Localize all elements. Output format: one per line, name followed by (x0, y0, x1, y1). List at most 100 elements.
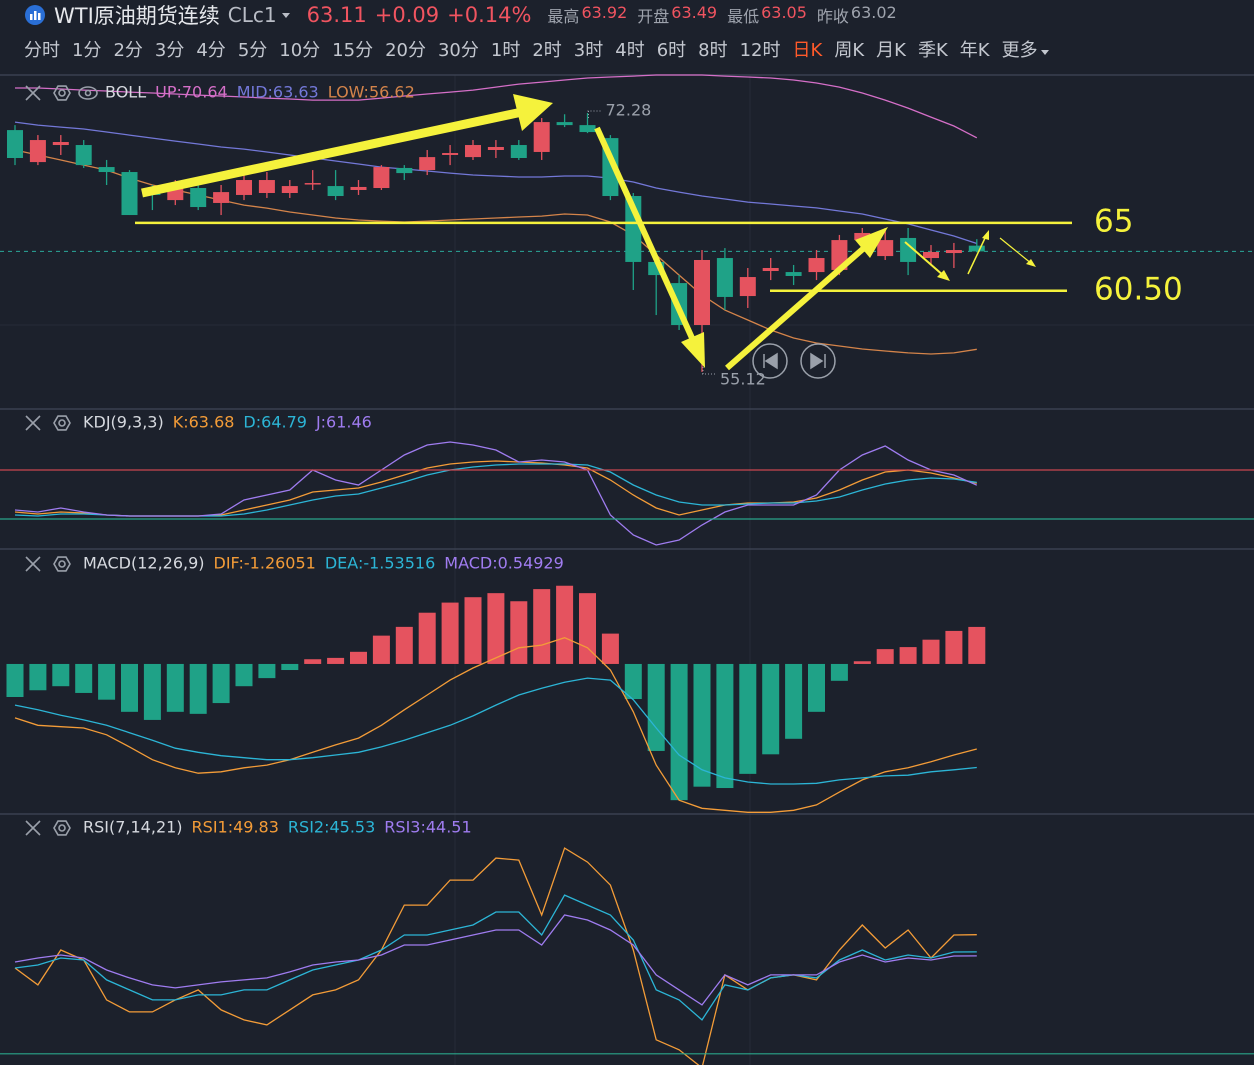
macd-bar (487, 593, 505, 664)
dropdown-caret[interactable] (281, 11, 291, 19)
macd-bar (533, 589, 551, 664)
separators (0, 74, 1254, 815)
period-tab[interactable]: 8时 (698, 40, 728, 61)
period-tab[interactable]: 12时 (739, 40, 781, 61)
level-label: 60.50 (1094, 271, 1183, 307)
macd-bar (212, 663, 230, 704)
legend-entry: LOW:56.62 (328, 83, 415, 102)
candle-body (945, 250, 962, 254)
settings-icon[interactable] (53, 85, 71, 101)
legend-entry: UP:70.64 (155, 83, 228, 102)
candle-body (373, 167, 390, 189)
period-tab[interactable]: 更多 (996, 36, 1056, 62)
period-tab[interactable]: 季K (917, 40, 948, 61)
candle-body (258, 180, 275, 194)
period-tab[interactable]: 6时 (656, 40, 687, 61)
candle-body (442, 153, 459, 155)
period-tab[interactable]: 30分 (437, 40, 479, 61)
candle-body (75, 145, 92, 166)
macd-bar (601, 633, 619, 664)
candle-body (465, 145, 481, 158)
visibility-icon[interactable] (78, 86, 98, 100)
macd-bar (166, 663, 184, 712)
legend-entry: MID:63.63 (237, 83, 319, 102)
period-tab[interactable]: 2分 (113, 40, 143, 61)
close-icon[interactable] (25, 85, 41, 101)
candle-body (419, 157, 436, 171)
settings-icon[interactable] (53, 820, 71, 836)
macd-bar (945, 630, 963, 664)
icon-stroke (84, 89, 92, 97)
period-tab[interactable]: 4时 (615, 40, 645, 61)
candle-body (877, 240, 894, 257)
indicator-line (14, 637, 977, 813)
period-tab[interactable]: 1时 (490, 40, 521, 61)
period-tab[interactable]: 2时 (532, 40, 562, 61)
period-tab[interactable]: 周K (834, 40, 865, 61)
macd-bar (29, 663, 47, 691)
macd-bar (510, 601, 528, 664)
candle-body (304, 183, 321, 185)
trend-arrow (141, 107, 523, 198)
macd-bar (98, 663, 116, 700)
period-tab[interactable]: 年K (959, 40, 990, 61)
macd-bar (189, 663, 207, 714)
legend-entry: MACD:0.54929 (444, 554, 564, 573)
icon-stroke (58, 824, 66, 832)
stat-value: 63.05 (761, 3, 807, 22)
period-tab[interactable]: 日K (792, 40, 823, 61)
level-label: 65 (1094, 203, 1133, 239)
macd-bar (235, 663, 253, 687)
period-tabs: 分时 1分 2分 3分 4分 5分 10分 15分 20分 30分 1时 2时 3时 4时 6时 8时 12时日… (18, 36, 1056, 62)
icon-stroke (25, 415, 41, 431)
candle-body (923, 251, 939, 259)
candle-body (762, 267, 779, 272)
indicator-title: BOLL (105, 83, 146, 102)
indicator-title: MACD(12,26,9) (83, 554, 205, 573)
trend-arrow (967, 235, 987, 275)
macd-bar (899, 647, 917, 664)
candle-body (327, 186, 344, 197)
stat-value: 63.02 (850, 3, 897, 22)
period-tab[interactable]: 20分 (385, 40, 426, 61)
stat-label: 开盘 (637, 7, 670, 26)
stat-value: 63.49 (671, 3, 718, 22)
indicator-line (14, 894, 977, 1021)
plots (0, 74, 1254, 1065)
close-icon[interactable] (25, 556, 41, 572)
symbol-code[interactable]: CLc1 (227, 3, 277, 27)
candle-body (716, 258, 733, 297)
period-tab[interactable]: 3分 (154, 40, 185, 61)
icon-stroke (53, 85, 71, 101)
macd-bar (876, 649, 894, 664)
period-tab[interactable]: 15分 (332, 40, 374, 61)
more-caret[interactable] (1040, 48, 1050, 56)
period-tab[interactable]: 4分 (196, 40, 226, 61)
close-icon[interactable] (25, 820, 41, 836)
close-icon[interactable] (25, 415, 41, 431)
settings-icon[interactable] (53, 415, 71, 431)
next-button[interactable] (800, 343, 836, 379)
candle-body (785, 272, 802, 276)
macd-bar (739, 663, 757, 774)
icon-stroke (58, 560, 66, 568)
macd-bar (647, 663, 665, 751)
settings-icon[interactable] (53, 556, 71, 572)
period-tab[interactable]: 10分 (279, 40, 321, 61)
extreme-label: 72.28 (606, 101, 652, 120)
period-tab[interactable]: 3时 (573, 40, 604, 61)
macd-bar (716, 663, 734, 789)
period-tab[interactable]: 月K (876, 40, 906, 61)
last-price: 63.11 (306, 3, 367, 27)
period-tab[interactable]: 5分 (237, 40, 268, 61)
period-tab[interactable]: 分时 (24, 40, 60, 61)
drawings (141, 94, 1036, 371)
candle-body (121, 172, 138, 216)
icon-stroke (78, 86, 98, 100)
prev-button[interactable] (752, 343, 788, 379)
period-tab[interactable]: 1分 (72, 40, 102, 61)
candle-body (7, 130, 23, 158)
icon-stroke (58, 419, 66, 427)
icon-stroke (25, 85, 41, 101)
candle-body (808, 258, 825, 273)
